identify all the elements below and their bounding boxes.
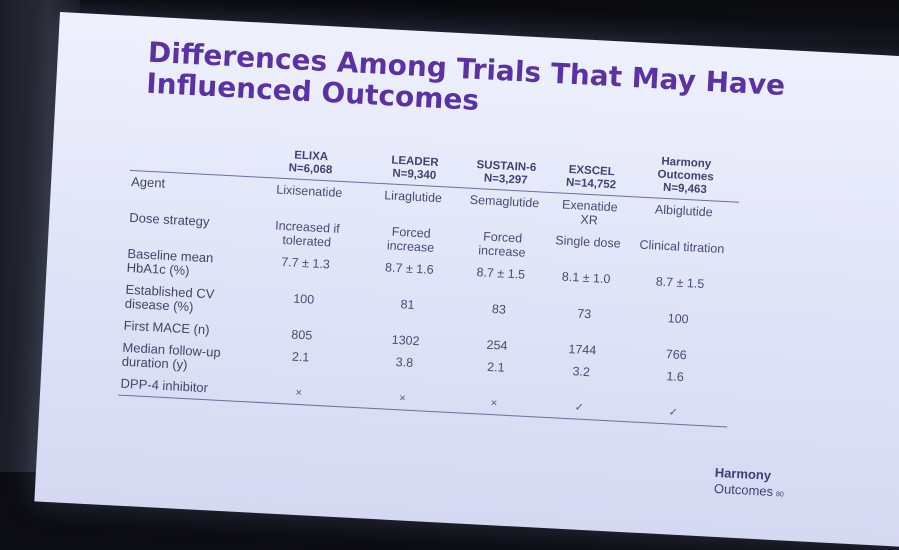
page-number: 80 [775,491,784,499]
table-cell: 8.1 ± 1.0 [561,269,611,287]
table-cell: 3.8 [395,355,414,370]
check-mark-icon: ✓ [668,406,679,419]
table-cell: 2.1 [486,359,505,375]
slide-title: Differences Among Trials That May Have I… [146,36,786,132]
table-cell: 73 [576,306,592,322]
table-cell: Single dose [555,233,621,251]
harmony-outcomes-logo: Harmony Outcomes 80 [713,465,785,504]
logo-line-2: Outcomes 80 [713,480,784,499]
table-cell: 100 [292,291,315,307]
cross-mark-icon: × [399,392,407,405]
header-leader: LEADER N=9,340 [391,154,439,182]
table-cell: Albiglutide [654,202,713,220]
table-cell: 100 [667,311,689,327]
row-label-agent: Agent [130,173,166,191]
table-cell: 8.7 ± 1.6 [384,260,434,277]
table-cell: 8.7 ± 1.5 [655,274,705,292]
table-cell: Increased if tolerated [274,218,341,250]
table-cell: 7.7 ± 1.3 [280,254,331,272]
table-cell: 3.2 [572,364,591,380]
table-cell: Forced increase [386,224,435,255]
table-cell: Exenatide XR [561,197,619,228]
trials-comparison-table: ELIXA N=6,068 LEADER N=9,340 SUSTAIN-6 N… [118,127,742,428]
check-mark-icon: ✓ [574,401,585,414]
table-cell: Semaglutide [469,192,540,211]
header-harmony-outcomes: Harmony Outcomes N=9,463 [657,155,715,197]
cross-mark-icon: × [295,386,303,400]
header-sustain-6: SUSTAIN-6 N=3,297 [476,159,537,187]
cross-mark-icon: × [490,397,498,410]
table-cell: 1.6 [666,369,685,385]
projected-slide: Differences Among Trials That May Have I… [34,12,899,550]
table-cell: Lixisenatide [276,182,343,201]
header-elixa: ELIXA N=6,068 [288,149,333,177]
table-cell: Clinical titration [639,237,725,257]
header-corner [130,128,254,177]
table-cell: Forced increase [478,229,526,260]
table-cell: Liraglutide [383,188,443,206]
table-cell: 81 [400,297,415,312]
table-cell: 8.7 ± 1.5 [476,265,526,282]
header-exscel: EXSCEL N=14,752 [565,163,617,192]
table-cell: 2.1 [291,349,310,365]
table-cell: 83 [491,302,507,317]
